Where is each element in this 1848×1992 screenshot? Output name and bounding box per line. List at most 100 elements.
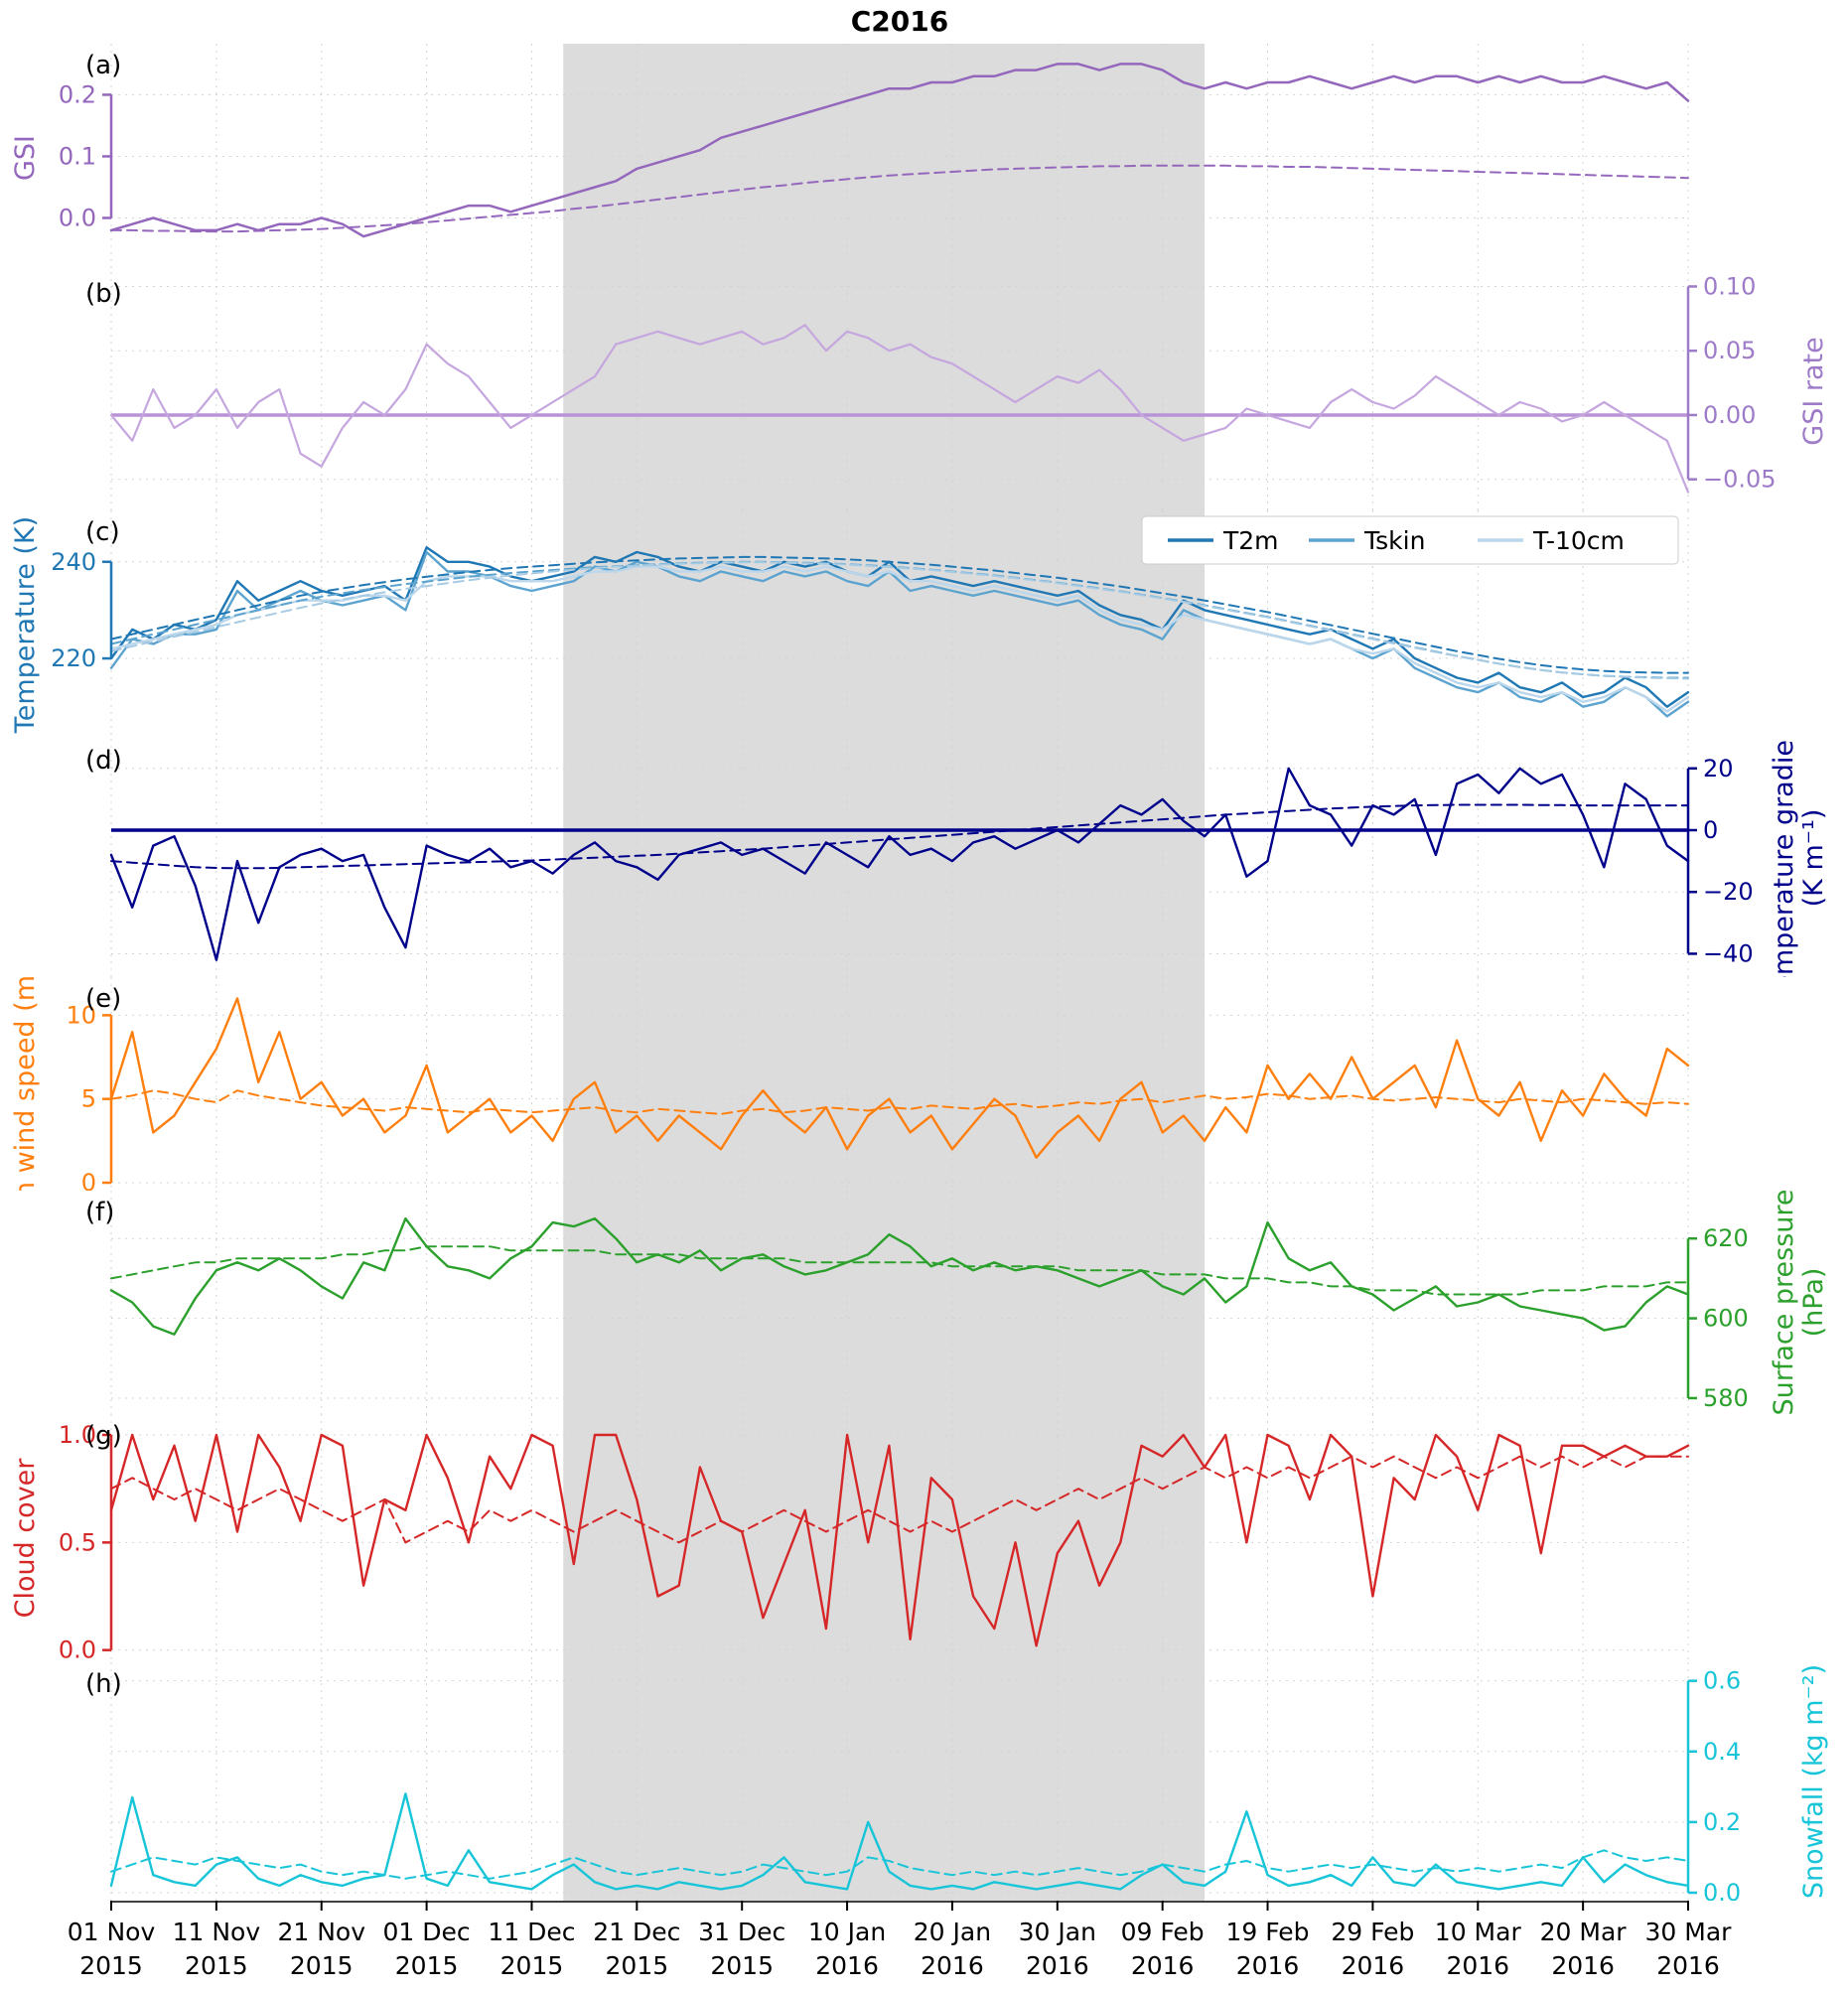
x-tick-year: 2015 xyxy=(79,1951,143,1980)
x-axis: 01 Nov 2015 11 Nov 2015 21 Nov 2015 01 Dec 2015… xyxy=(0,1901,1848,1992)
axis-tick-label: −0.05 xyxy=(1703,466,1777,494)
series-10-m-wind-speed xyxy=(109,997,1690,1159)
x-tick-date: 19 Feb xyxy=(1226,1918,1310,1946)
x-tick-year: 2015 xyxy=(500,1951,564,1980)
x-tick-date: 31 Dec xyxy=(698,1918,785,1946)
series-snowfall xyxy=(109,1792,1690,1891)
panel-c-svg: 220 240 Temperature (K) (c) T2m Tskin T-10cm xyxy=(10,510,1690,739)
panel-f: 580 600 620 Surface pressure (hPa) (f) xyxy=(0,1191,1848,1414)
axis-tick-label: 0.0 xyxy=(1703,1879,1741,1901)
x-tick-date: 11 Dec xyxy=(488,1918,575,1946)
series-gsi-rate xyxy=(109,324,1690,494)
x-tick-date: 01 Dec xyxy=(383,1918,471,1946)
series-t2m-climatology xyxy=(110,555,1689,674)
x-tick-date: 10 Jan xyxy=(808,1918,886,1946)
shaded-period xyxy=(563,44,1206,272)
series-gsi xyxy=(109,63,1690,238)
x-axis-svg: 01 Nov 2015 11 Nov 2015 21 Nov 2015 01 Dec 2015… xyxy=(68,1901,1732,1980)
x-tick-year: 2016 xyxy=(1026,1951,1089,1980)
axis-tick-label: 10 xyxy=(66,1001,96,1029)
axis-tick-label: −20 xyxy=(1703,878,1754,906)
series-gsi-climatology xyxy=(110,164,1689,233)
axis-tick-label: 0.5 xyxy=(59,1528,96,1556)
axis-label: 10 m wind speed (m s⁻¹) xyxy=(10,977,41,1191)
x-tick-year: 2016 xyxy=(815,1951,879,1980)
series-wind-speed-climatology xyxy=(110,1089,1689,1115)
series-cloud-cover xyxy=(109,1433,1690,1647)
panel-f-svg: 580 600 620 Surface pressure (hPa) (f) xyxy=(85,1191,1829,1414)
axis-label: Temperature (K) xyxy=(10,516,41,734)
series-t2m xyxy=(109,546,1690,708)
series-tskin xyxy=(109,550,1690,718)
axis-tick-label: 0.1 xyxy=(59,142,96,170)
x-tick-year: 2016 xyxy=(921,1951,984,1980)
panel-letter: (e) xyxy=(85,984,121,1014)
x-tick-date: 09 Feb xyxy=(1121,1918,1205,1946)
shaded-period xyxy=(563,977,1206,1191)
panel-letter: (c) xyxy=(85,517,120,547)
axis-tick-label: 0.0 xyxy=(59,204,96,231)
x-tick-year: 2015 xyxy=(290,1951,354,1980)
panel-letter: (g) xyxy=(85,1421,122,1451)
axis-tick-label: 0.05 xyxy=(1703,337,1756,364)
axis-tick-label: 0 xyxy=(81,1169,96,1191)
x-tick-date: 21 Dec xyxy=(593,1918,680,1946)
x-tick-date: 20 Jan xyxy=(914,1918,991,1946)
x-tick-date: 21 Nov xyxy=(277,1918,365,1946)
axis-tick-label: 0.00 xyxy=(1703,401,1756,429)
axis-label: (hPa) xyxy=(1798,1268,1829,1338)
legend-label: T-10cm xyxy=(1532,526,1625,555)
panel-c: 220 240 Temperature (K) (c) T2m Tskin T-10cm xyxy=(0,510,1848,739)
series-t-10cm-climatology xyxy=(110,561,1689,680)
axis-label: Surface pressure xyxy=(1769,1191,1799,1414)
series-temperature-gradient xyxy=(109,767,1690,961)
shaded-period xyxy=(563,272,1206,510)
legend-box xyxy=(1141,515,1679,565)
panel-letter: (f) xyxy=(85,1198,114,1227)
x-tick-date: 20 Mar xyxy=(1540,1918,1628,1946)
axis-tick-label: 0.6 xyxy=(1703,1667,1741,1695)
axis-tick-label: 5 xyxy=(81,1085,96,1113)
panel-letter: (b) xyxy=(85,279,122,309)
x-tick-year: 2015 xyxy=(395,1951,459,1980)
panel-g-svg: 0.0 0.5 1.0 Cloud cover (g) xyxy=(10,1414,1690,1662)
panel-d: −40 −20 0 20 Temperature gradient (K m⁻¹) (d) xyxy=(0,739,1848,977)
series-snowfall-climatology xyxy=(110,1849,1689,1880)
axis-label: Temperature gradient xyxy=(1769,739,1799,977)
axis-tick-label: 1.0 xyxy=(59,1421,96,1449)
shaded-period xyxy=(563,1414,1206,1662)
panel-letter: (d) xyxy=(85,746,122,776)
axis-label: Cloud cover xyxy=(10,1458,41,1619)
panel-letter: (a) xyxy=(85,51,121,80)
axis-tick-label: 0.0 xyxy=(59,1636,96,1662)
shaded-period xyxy=(563,510,1206,739)
x-tick-year: 2015 xyxy=(710,1951,774,1980)
axis-tick-label: −40 xyxy=(1703,939,1754,967)
x-tick-year: 2016 xyxy=(1342,1951,1405,1980)
x-tick-date: 11 Nov xyxy=(173,1918,261,1946)
axis-tick-label: 0 xyxy=(1703,816,1718,844)
series-temperature-gradient-climatology xyxy=(110,803,1689,870)
axis-label: GSI rate xyxy=(1798,337,1829,445)
axis-label: GSI xyxy=(10,135,41,181)
x-tick-year: 2016 xyxy=(1656,1951,1720,1980)
x-tick-year: 2016 xyxy=(1236,1951,1300,1980)
panel-d-svg: −40 −20 0 20 Temperature gradient (K m⁻¹) (d) xyxy=(85,739,1829,977)
axis-tick-label: 580 xyxy=(1703,1384,1749,1412)
shaded-period xyxy=(563,1191,1206,1414)
panel-a-svg: 0.0 0.1 0.2 GSI (a) xyxy=(10,44,1690,272)
axis-tick-label: 0.2 xyxy=(1703,1808,1741,1836)
x-tick-date: 10 Mar xyxy=(1435,1918,1522,1946)
axis-tick-label: 620 xyxy=(1703,1224,1749,1252)
panel-h-svg: 0.0 0.2 0.4 0.6 Snowfall (kg m⁻²) (h) xyxy=(85,1662,1829,1901)
legend-label: Tskin xyxy=(1363,526,1425,555)
x-tick-year: 2015 xyxy=(185,1951,248,1980)
series-surface-pressure-climatology xyxy=(110,1245,1689,1296)
axis-tick-label: 0.2 xyxy=(59,80,96,108)
legend-label: T2m xyxy=(1222,526,1279,555)
shaded-period xyxy=(563,739,1206,977)
chart-title: C2016 xyxy=(850,5,949,38)
axis-tick-label: 600 xyxy=(1703,1305,1749,1333)
shaded-period xyxy=(563,1662,1206,1901)
